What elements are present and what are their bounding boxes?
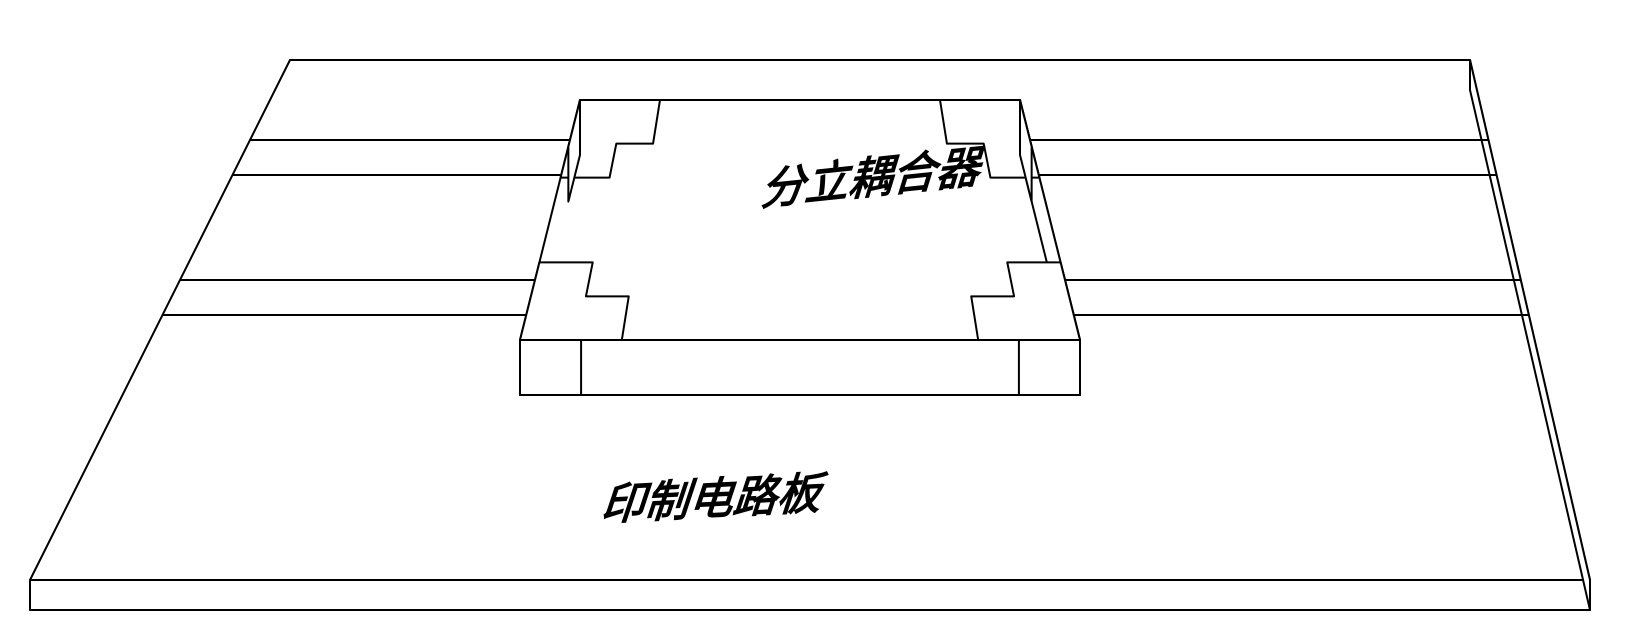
discrete-coupler	[520, 100, 1080, 395]
diagram-svg: 分立耦合器 印制电路板	[0, 0, 1641, 635]
